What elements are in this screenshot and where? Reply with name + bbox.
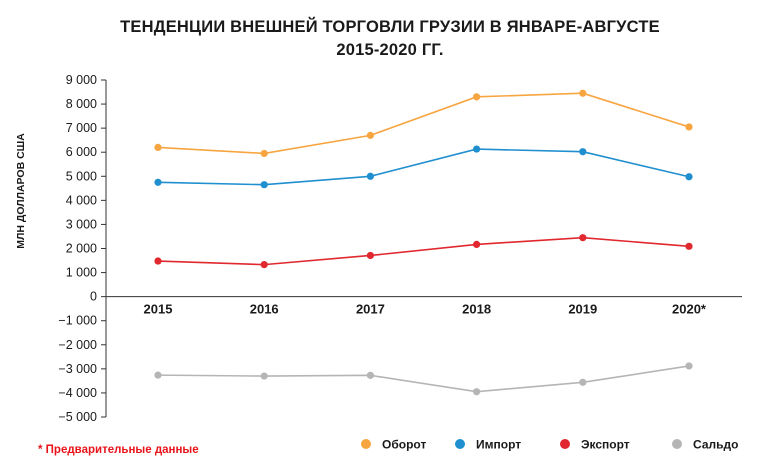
y-tick-label: 9 000 bbox=[66, 73, 97, 87]
x-tick-label: 2015 bbox=[144, 302, 173, 317]
legend-marker bbox=[361, 439, 371, 449]
legend-label: Сальдо bbox=[693, 438, 738, 452]
data-point bbox=[579, 378, 587, 386]
series-line bbox=[157, 236, 690, 266]
data-point bbox=[685, 242, 693, 250]
data-point bbox=[366, 371, 374, 379]
data-point bbox=[473, 388, 481, 396]
data-point bbox=[366, 131, 374, 139]
data-point bbox=[579, 148, 587, 156]
y-tick-label: −1 000 bbox=[58, 314, 97, 328]
series-line bbox=[157, 148, 690, 186]
data-point bbox=[260, 372, 268, 380]
legend: Оборот Импорт Экспорт Сальдо bbox=[361, 438, 738, 452]
series-lines bbox=[154, 89, 693, 396]
data-point bbox=[260, 261, 268, 269]
series-line bbox=[157, 365, 690, 393]
data-point bbox=[473, 240, 481, 249]
data-point bbox=[685, 173, 693, 181]
data-point bbox=[473, 145, 481, 153]
y-tick-label: −4 000 bbox=[58, 386, 97, 400]
y-tick-label: 0 bbox=[90, 290, 97, 304]
y-tick-label: 2 000 bbox=[66, 242, 97, 256]
chart-title-line-2: 2015-2020 ГГ. bbox=[336, 41, 444, 59]
data-point bbox=[473, 93, 481, 101]
y-axis-label: МЛН ДОЛЛАРОВ США bbox=[15, 133, 27, 249]
x-tick-label: 2019 bbox=[568, 302, 597, 317]
legend-marker bbox=[560, 439, 570, 449]
legend-label: Импорт bbox=[476, 438, 521, 452]
data-point bbox=[366, 172, 374, 180]
chart-title-line-1: ТЕНДЕНЦИИ ВНЕШНЕЙ ТОРГОВЛИ ГРУЗИИ В ЯНВА… bbox=[120, 18, 660, 36]
data-point bbox=[579, 89, 587, 97]
data-point bbox=[579, 234, 587, 242]
data-point bbox=[260, 181, 268, 189]
series-line bbox=[157, 92, 690, 155]
y-tick-label: 8 000 bbox=[66, 97, 97, 111]
data-point bbox=[366, 251, 374, 260]
data-point bbox=[154, 178, 162, 186]
x-tick-label: 2017 bbox=[356, 302, 385, 317]
y-tick-label: −2 000 bbox=[58, 338, 97, 352]
x-axis: 2015 2016 2017 2018 2019 2020* bbox=[106, 296, 742, 317]
data-point bbox=[685, 123, 693, 131]
data-point bbox=[260, 149, 268, 158]
legend-marker bbox=[455, 439, 465, 449]
y-tick-label: 5 000 bbox=[66, 169, 97, 183]
preliminary-data-note: * Предварительные данные bbox=[38, 444, 199, 456]
x-tick-label: 2016 bbox=[250, 302, 279, 317]
y-tick-label: 3 000 bbox=[66, 217, 97, 231]
x-tick-label: 2018 bbox=[462, 302, 491, 317]
data-point bbox=[154, 257, 162, 265]
data-point bbox=[154, 371, 162, 379]
data-point bbox=[685, 362, 693, 370]
y-tick-label: 4 000 bbox=[66, 193, 97, 207]
legend-label: Экспорт bbox=[581, 438, 630, 452]
y-tick-label: 1 000 bbox=[66, 266, 97, 280]
legend-label: Оборот bbox=[382, 438, 426, 452]
y-tick-label: 6 000 bbox=[66, 145, 97, 159]
y-tick-label: 7 000 bbox=[66, 121, 97, 135]
x-tick-label: 2020* bbox=[672, 302, 707, 317]
y-tick-label: −3 000 bbox=[58, 362, 97, 376]
y-tick-label: −5 000 bbox=[58, 410, 97, 424]
legend-marker bbox=[672, 439, 682, 449]
y-axis: 9 000 8 000 7 000 6 000 5 000 4 000 3 000 2 000… bbox=[58, 73, 107, 424]
data-point bbox=[154, 143, 162, 151]
